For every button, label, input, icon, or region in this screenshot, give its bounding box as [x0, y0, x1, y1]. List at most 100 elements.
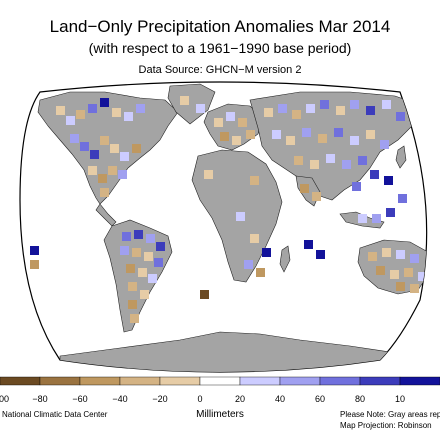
anomaly-cell — [370, 170, 379, 179]
anomaly-cell — [132, 144, 141, 153]
anomaly-cell — [358, 156, 367, 165]
anomaly-cell — [278, 104, 287, 113]
anomaly-cells — [30, 96, 427, 323]
anomaly-cell — [300, 184, 309, 193]
legend-unit-label: Millimeters — [196, 409, 244, 420]
anomaly-cell — [396, 250, 405, 259]
anomaly-cell — [246, 130, 255, 139]
madagascar-landmass — [279, 245, 291, 273]
anomaly-cell — [132, 248, 141, 257]
anomaly-cell — [352, 182, 361, 191]
anomaly-cell — [256, 268, 265, 277]
anomaly-cell — [368, 252, 377, 261]
legend-swatch — [239, 376, 281, 386]
anomaly-cell — [120, 246, 129, 255]
anomaly-cell — [30, 260, 39, 269]
anomaly-cell — [316, 250, 325, 259]
anomaly-cell — [144, 252, 153, 261]
anomaly-cell — [294, 156, 303, 165]
anomaly-cell — [310, 160, 319, 169]
anomaly-cell — [128, 300, 137, 309]
anomaly-cell — [396, 282, 405, 291]
anomaly-cell — [108, 166, 117, 175]
anomaly-cell — [154, 258, 163, 267]
legend-swatch — [79, 376, 121, 386]
legend-tick-label: −20 — [152, 394, 168, 404]
anomaly-cell — [204, 170, 213, 179]
anomaly-cell — [124, 112, 133, 121]
legend-tick-label: −80 — [32, 394, 48, 404]
anomaly-cell — [304, 240, 313, 249]
anomaly-cell — [272, 130, 281, 139]
anomaly-cell — [382, 248, 391, 257]
anomaly-cell — [148, 274, 157, 283]
anomaly-cell — [320, 100, 329, 109]
anomaly-cell — [112, 108, 121, 117]
legend-swatch — [319, 376, 361, 386]
anomaly-cell — [98, 174, 107, 183]
anomaly-cell — [66, 116, 75, 125]
anomaly-cell — [180, 96, 189, 105]
anomaly-cell — [118, 170, 127, 179]
anomaly-cell — [220, 132, 229, 141]
anomaly-cell — [196, 104, 205, 113]
anomaly-cell — [88, 104, 97, 113]
japan-landmass — [395, 145, 407, 169]
legend-swatch — [0, 376, 41, 386]
anomaly-cell — [350, 136, 359, 145]
anomaly-cell — [326, 154, 335, 163]
anomaly-cell — [306, 104, 315, 113]
anomaly-cell — [342, 160, 351, 169]
anomaly-cell — [136, 104, 145, 113]
anomaly-cell — [334, 128, 343, 137]
anomaly-cell — [70, 134, 79, 143]
anomaly-cell — [110, 144, 119, 153]
legend-swatch — [359, 376, 401, 386]
anomaly-cell — [232, 136, 241, 145]
anomaly-cell — [292, 110, 301, 119]
anomaly-cell — [384, 176, 393, 185]
legend-tick-label: −40 — [112, 394, 128, 404]
anomaly-cell — [126, 264, 135, 273]
legend-tick-label: 0 — [197, 394, 203, 404]
anomaly-cell — [318, 134, 327, 143]
legend-tick-label: 20 — [234, 394, 246, 404]
anomaly-cell — [80, 142, 89, 151]
anomaly-cell — [100, 98, 109, 107]
anomaly-cell — [122, 232, 131, 241]
anomaly-cell — [250, 234, 259, 243]
anomaly-cell — [366, 106, 375, 115]
anomaly-cell — [76, 110, 85, 119]
anomaly-cell — [56, 106, 65, 115]
anomaly-cell — [214, 118, 223, 127]
anomaly-cell — [100, 136, 109, 145]
anomaly-cell — [382, 100, 391, 109]
anomaly-cell — [140, 290, 149, 299]
anomaly-cell — [358, 214, 367, 223]
legend-colorbar — [0, 376, 440, 386]
legend-tick-label: 60 — [314, 394, 326, 404]
anomaly-cell — [312, 192, 321, 201]
anomaly-cell — [350, 100, 359, 109]
anomaly-cell — [130, 314, 139, 323]
legend-swatch — [199, 376, 241, 386]
anomaly-cell — [366, 130, 375, 139]
anomaly-cell — [100, 188, 109, 197]
anomaly-cell — [226, 112, 235, 121]
anomaly-cell — [120, 152, 129, 161]
map-title: Land−Only Precipitation Anomalies Mar 20… — [49, 17, 391, 36]
credit-label: National Climatic Data Center — [2, 410, 108, 419]
legend-swatch — [39, 376, 81, 386]
map-subtitle: (with respect to a 1961−1990 base period… — [88, 40, 352, 56]
anomaly-cell — [88, 166, 97, 175]
anomaly-cell — [398, 194, 407, 203]
anomaly-cell — [30, 246, 39, 255]
legend-tick-label: 80 — [354, 394, 366, 404]
anomaly-cell — [376, 266, 385, 275]
anomaly-cell — [264, 108, 273, 117]
anomaly-cell — [138, 268, 147, 277]
anomaly-cell — [372, 214, 381, 223]
legend-swatch — [279, 376, 321, 386]
anomaly-cell — [302, 128, 311, 137]
greenland-landmass — [167, 83, 216, 125]
